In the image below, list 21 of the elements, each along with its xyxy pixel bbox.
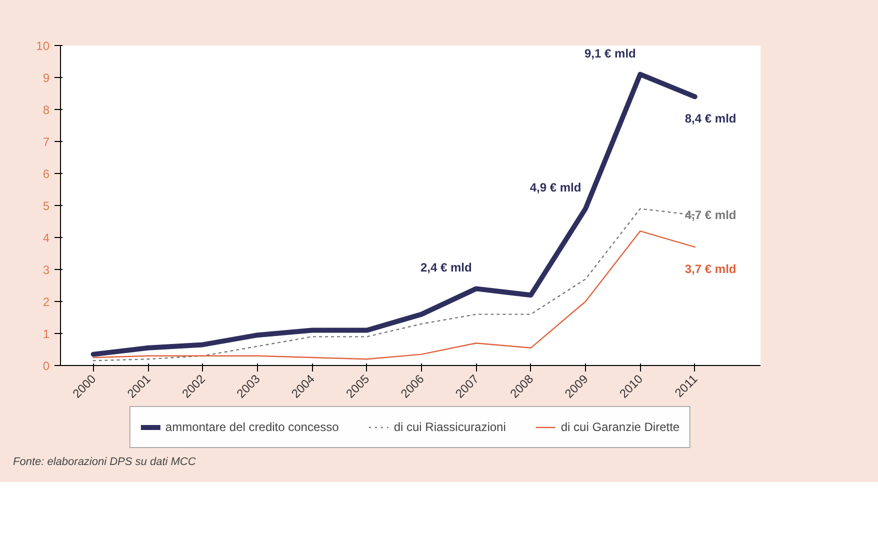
source-note: Fonte: elaborazioni DPS su dati MCC bbox=[13, 455, 196, 470]
legend-label: di cui Riassicurazioni bbox=[394, 420, 506, 434]
y-tick-label: 9 bbox=[42, 71, 50, 85]
data-label: 4,9 € mld bbox=[530, 180, 582, 195]
y-tick-label: 4 bbox=[42, 231, 50, 245]
data-label: 3,7 € mld bbox=[684, 262, 736, 276]
legend-label: di cui Garanzie Dirette bbox=[560, 420, 680, 434]
y-tick-label: 3 bbox=[42, 263, 50, 277]
y-tick-label: 2 bbox=[42, 295, 50, 309]
y-tick-label: 6 bbox=[42, 167, 50, 181]
legend-label: ammontare del credito concesso bbox=[165, 420, 339, 434]
y-tick-label: 1 bbox=[42, 327, 50, 341]
y-tick-label: 5 bbox=[42, 199, 50, 213]
data-label: 4,7 € mld bbox=[684, 208, 736, 222]
y-tick-label: 8 bbox=[42, 103, 50, 117]
data-label: 9,1 € mld bbox=[584, 46, 636, 60]
y-tick-label: 7 bbox=[42, 135, 50, 149]
data-label: 2,4 € mld bbox=[420, 260, 472, 275]
data-label: 8,4 € mld bbox=[684, 112, 736, 126]
y-tick-label: 10 bbox=[36, 39, 50, 53]
y-tick-label: 0 bbox=[42, 359, 50, 373]
